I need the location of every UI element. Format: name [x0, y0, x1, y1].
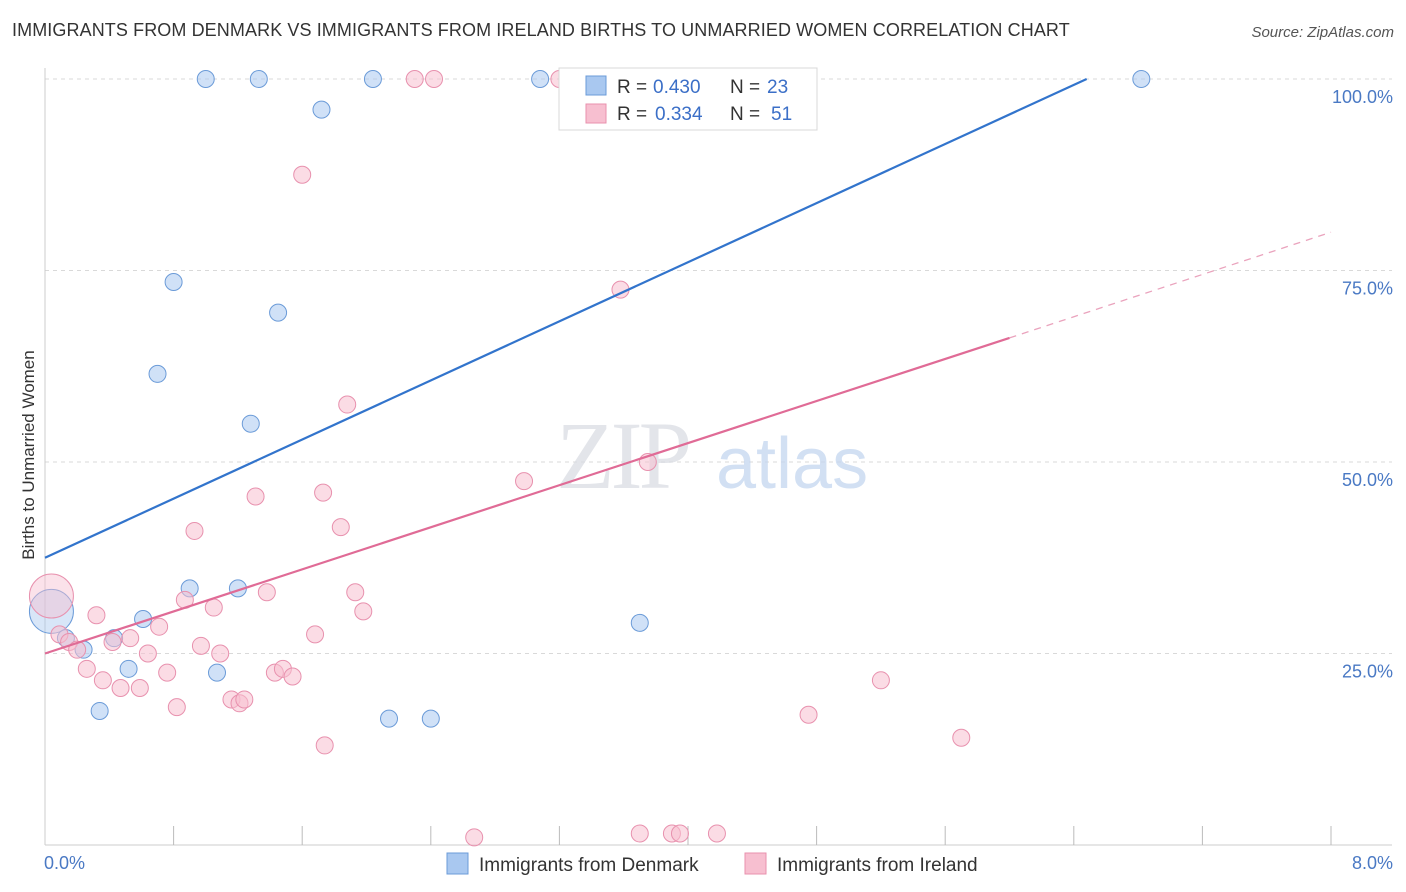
- point-ireland-13: [158, 663, 177, 682]
- point-ireland-17: [191, 636, 210, 655]
- y-tick-label-2: 75.0%: [1342, 279, 1393, 299]
- point-ireland-19: [211, 644, 230, 663]
- series-legend-swatch-ireland: [744, 852, 767, 875]
- legend-n-value-denmark: 23: [767, 77, 788, 98]
- point-denmark-15: [269, 303, 288, 322]
- point-denmark-14: [249, 70, 268, 88]
- point-ireland-33: [338, 395, 357, 414]
- point-ireland-39: [515, 472, 534, 491]
- point-ireland-38: [465, 828, 484, 847]
- point-ireland-16: [185, 521, 204, 540]
- point-ireland-5: [87, 606, 106, 625]
- y-axis-label: Births to Unmarried Women: [19, 350, 38, 559]
- series-legend-label-ireland: Immigrants from Ireland: [777, 855, 978, 876]
- point-denmark-21: [630, 613, 649, 632]
- point-ireland-30: [315, 736, 334, 755]
- point-denmark-16: [312, 100, 331, 119]
- point-ireland-29: [306, 625, 325, 644]
- trend-lines: [44, 78, 1332, 655]
- point-denmark-7: [148, 364, 167, 383]
- point-denmark-11: [196, 70, 215, 88]
- point-denmark-3: [90, 701, 109, 720]
- point-ireland-50: [952, 728, 971, 747]
- legend-r-label-ireland: R =: [617, 104, 647, 125]
- tick-labels: 25.0% 50.0% 75.0% 100.0% 0.0% 8.0%: [44, 87, 1393, 873]
- point-ireland-36: [405, 70, 424, 88]
- point-ireland-27: [283, 667, 302, 686]
- point-denmark-22: [1132, 70, 1151, 88]
- legend-n-label-ireland: N =: [730, 104, 760, 125]
- point-ireland-48: [799, 705, 818, 724]
- point-ireland-14: [167, 698, 186, 717]
- point-denmark-8: [164, 272, 183, 291]
- trend-line-ireland-extension: [1009, 231, 1332, 339]
- legend-n-value-ireland: 51: [771, 104, 792, 125]
- point-ireland-47: [707, 824, 726, 843]
- chart-source: Source: ZipAtlas.com: [1251, 24, 1394, 41]
- point-ireland-12: [150, 617, 169, 636]
- series-legend-label-denmark: Immigrants from Denmark: [479, 855, 699, 876]
- legend-swatch-denmark: [585, 75, 607, 96]
- point-ireland-34: [346, 583, 365, 602]
- point-denmark-13: [241, 414, 260, 433]
- point-denmark-18: [380, 709, 399, 728]
- legend-n-label-denmark: N =: [730, 77, 760, 98]
- legend-swatch-ireland: [585, 103, 607, 124]
- series-legend-swatch-denmark: [446, 852, 469, 875]
- correlation-legend: R = 0.430 N = 23 R = 0.334 N = 51: [558, 67, 818, 131]
- point-ireland-43: [630, 824, 649, 843]
- point-ireland-11: [138, 644, 157, 663]
- point-ireland-4: [77, 659, 96, 678]
- y-tick-label-1: 50.0%: [1342, 470, 1393, 490]
- watermark-atlas: atlas: [716, 424, 868, 504]
- trend-line-ireland: [44, 336, 1010, 655]
- point-ireland-49: [871, 671, 890, 690]
- point-ireland-32: [331, 518, 350, 537]
- point-ireland-37: [425, 70, 444, 88]
- point-denmark-5: [119, 659, 138, 678]
- legend-r-value-denmark: 0.430: [653, 77, 701, 98]
- point-ireland-0: [28, 573, 74, 619]
- point-ireland-6: [93, 671, 112, 690]
- point-ireland-23: [246, 487, 265, 506]
- y-tick-label-3: 100.0%: [1332, 87, 1393, 107]
- point-ireland-9: [121, 629, 140, 648]
- point-denmark-19: [421, 709, 440, 728]
- point-denmark-20: [531, 70, 550, 88]
- data-points: [28, 70, 1151, 847]
- point-ireland-24: [257, 583, 276, 602]
- point-ireland-35: [354, 602, 373, 621]
- x-tick-label-min: 0.0%: [44, 853, 85, 873]
- y-tick-label-0: 25.0%: [1342, 662, 1393, 682]
- point-ireland-31: [314, 483, 333, 502]
- series-legend: Immigrants from Denmark Immigrants from …: [446, 852, 978, 876]
- point-ireland-10: [130, 678, 149, 697]
- chart-title: IMMIGRANTS FROM DENMARK VS IMMIGRANTS FR…: [12, 20, 1070, 40]
- x-tick-label-max: 8.0%: [1352, 853, 1393, 873]
- legend-r-label-denmark: R =: [617, 77, 647, 98]
- gridlines: [45, 78, 1392, 654]
- point-ireland-8: [111, 678, 130, 697]
- legend-r-value-ireland: 0.334: [655, 104, 703, 125]
- point-ireland-45: [670, 824, 689, 843]
- trend-line-denmark: [44, 78, 1088, 559]
- watermark-zip: ZIP: [556, 402, 689, 509]
- point-denmark-10: [208, 663, 227, 682]
- watermark: ZIP atlas: [556, 402, 868, 509]
- point-ireland-28: [293, 165, 312, 184]
- point-ireland-18: [204, 598, 223, 617]
- point-ireland-22: [235, 690, 254, 709]
- point-denmark-17: [363, 70, 382, 88]
- point-ireland-7: [103, 633, 122, 652]
